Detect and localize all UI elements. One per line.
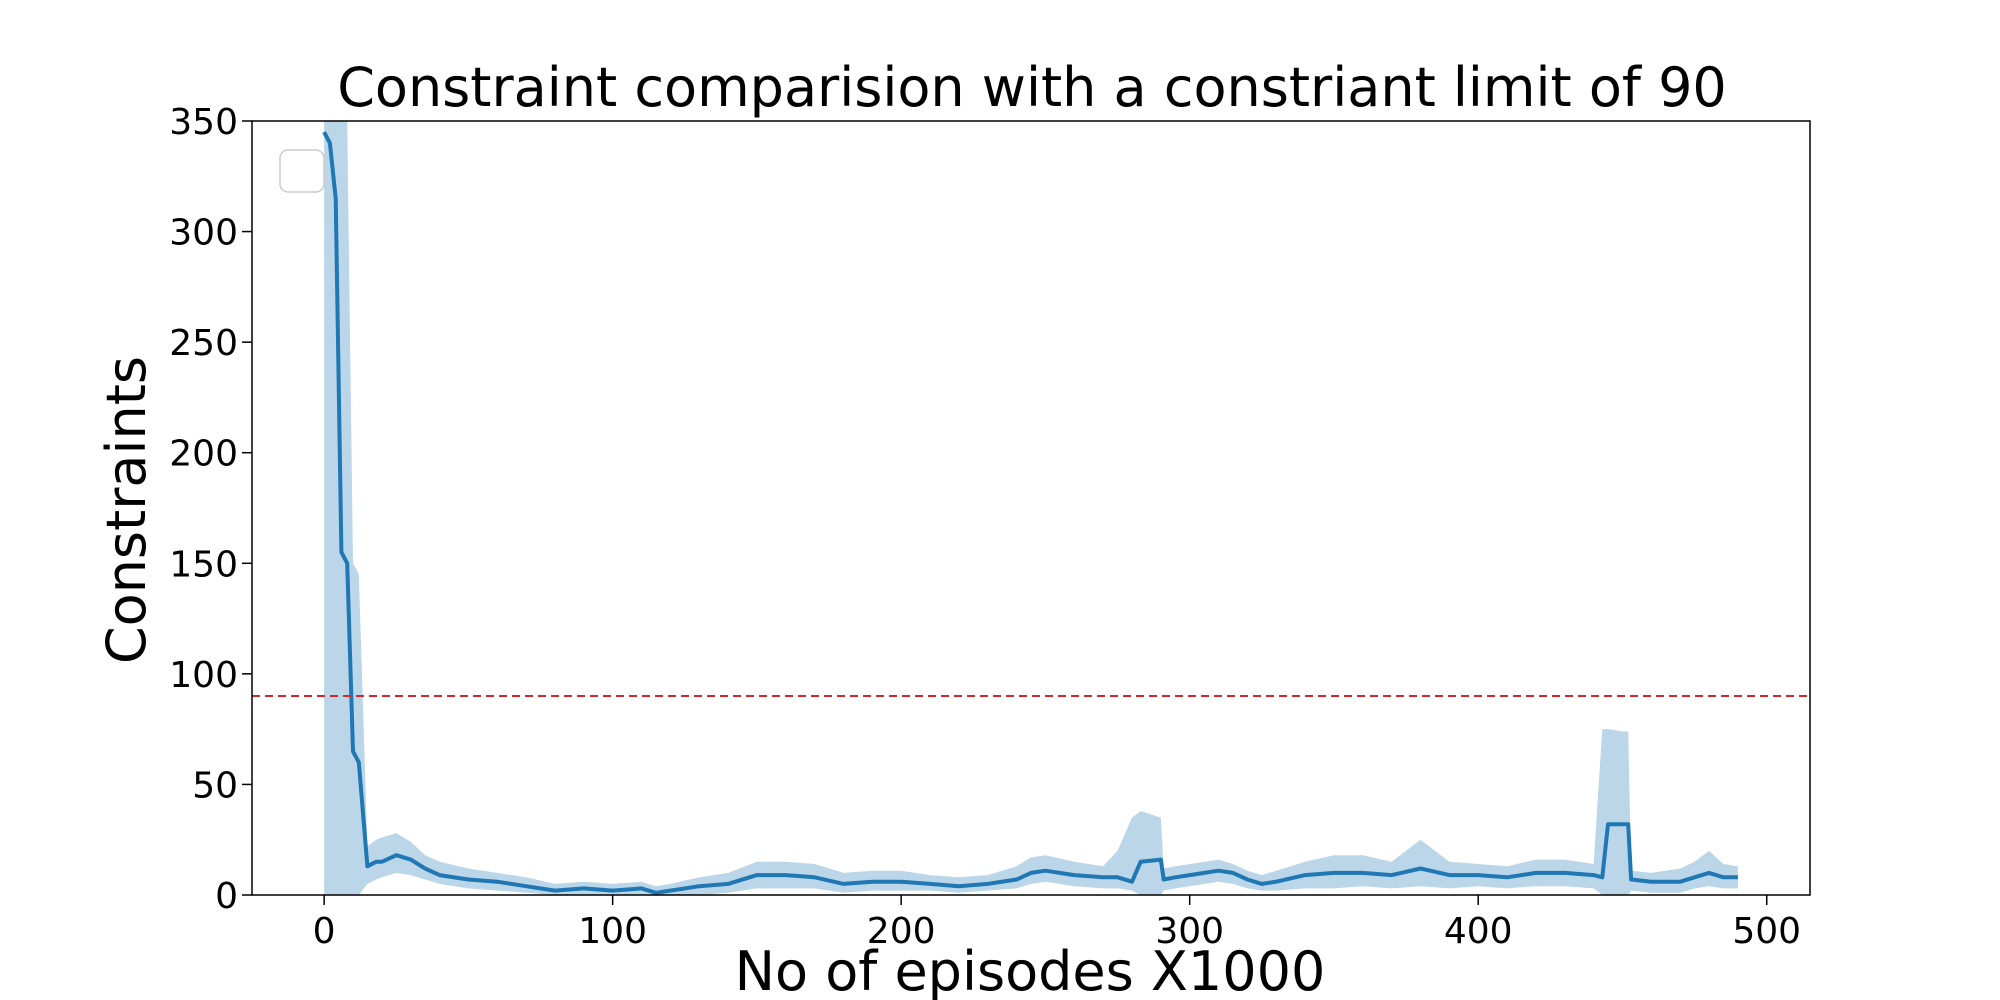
y-tick-label: 100 xyxy=(169,655,238,696)
series-0-band xyxy=(324,121,1738,895)
x-tick-label: 100 xyxy=(578,911,647,952)
y-tick-label: 50 xyxy=(192,765,238,806)
y-tick-label: 350 xyxy=(169,102,238,143)
x-tick-label: 500 xyxy=(1732,911,1801,952)
y-axis-label: Constraints xyxy=(95,356,158,664)
y-tick-label: 300 xyxy=(169,213,238,254)
chart-title: Constraint comparision with a constriant… xyxy=(337,56,1727,119)
x-axis-label: No of episodes X1000 xyxy=(735,940,1326,1000)
axes: 0 100 200 300 400 500 0 50 100 150 200 250 300 350 xyxy=(169,102,1811,952)
x-tick-label: 0 xyxy=(313,911,336,952)
x-tick-label: 400 xyxy=(1444,911,1513,952)
plot-frame xyxy=(251,120,1811,896)
legend xyxy=(279,149,325,193)
y-tick-label: 150 xyxy=(169,544,238,585)
y-tick-label: 250 xyxy=(169,323,238,364)
y-tick-label: 200 xyxy=(169,434,238,475)
series-0-line xyxy=(322,131,1738,895)
y-tick-label: 0 xyxy=(215,876,238,917)
x-tick-label: 300 xyxy=(1155,911,1224,952)
plot-area xyxy=(252,121,1810,895)
x-tick-label: 200 xyxy=(867,911,936,952)
